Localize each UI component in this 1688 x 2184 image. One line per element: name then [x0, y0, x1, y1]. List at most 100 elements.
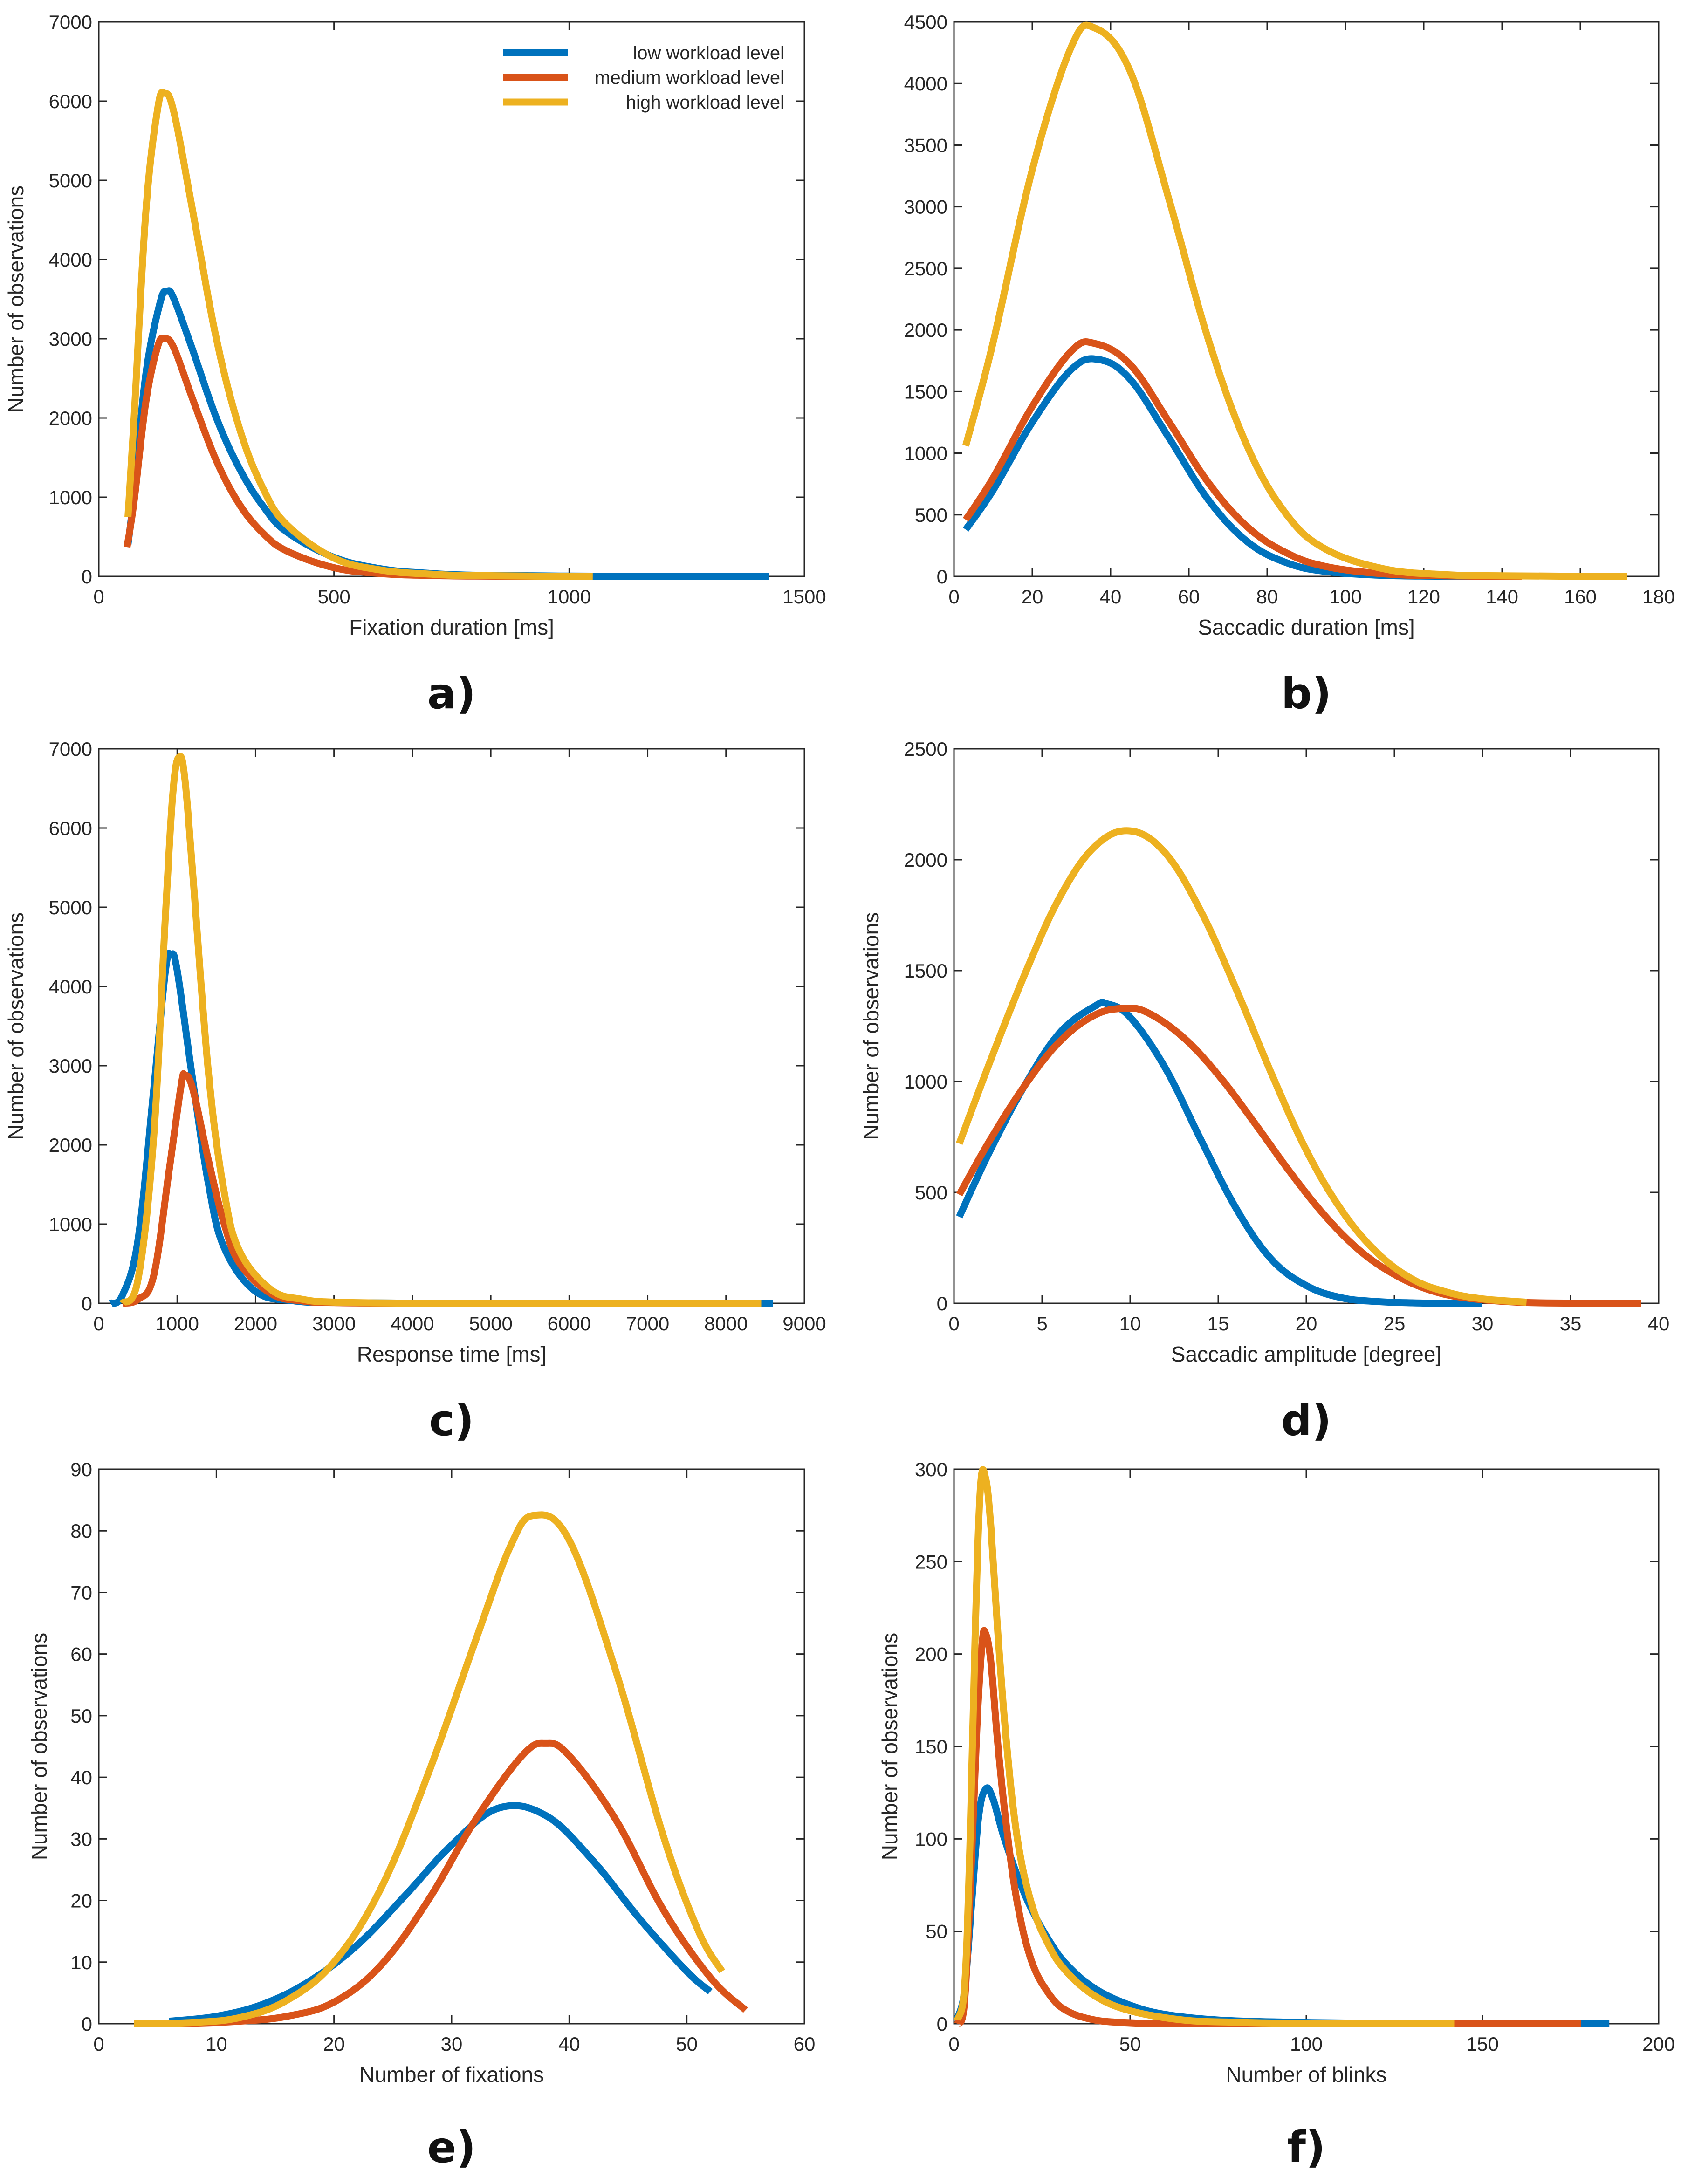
x-tick-label-a: 1500	[782, 586, 826, 608]
y-tick-label-b: 4000	[904, 73, 947, 95]
series-line-a-high-workload-level	[124, 89, 593, 580]
y-tick-label-f: 150	[915, 1736, 947, 1758]
y-tick-label-b: 1000	[904, 443, 947, 465]
y-tick-label-c: 3000	[49, 1055, 92, 1077]
series-line-b-medium-workload-level	[962, 338, 1522, 580]
y-tick-label-f: 0	[937, 2013, 947, 2035]
x-tick-label-f: 150	[1466, 2033, 1499, 2055]
y-tick-label-a: 6000	[49, 90, 92, 112]
x-tick-label-a: 0	[93, 586, 104, 608]
x-tick-label-d: 0	[948, 1313, 959, 1335]
x-tick-label-b: 140	[1486, 586, 1518, 608]
x-tick-label-d: 5	[1036, 1313, 1047, 1335]
x-tick-label-f: 0	[948, 2033, 959, 2055]
x-tick-label-d: 25	[1384, 1313, 1406, 1335]
x-tick-label-e: 40	[558, 2033, 580, 2055]
axes-frame-f	[953, 1468, 1660, 2025]
y-tick-label-c: 1000	[49, 1213, 92, 1235]
x-tick-label-c: 4000	[391, 1313, 434, 1335]
y-axis-label-d: Number of observations	[859, 912, 883, 1140]
x-tick-label-c: 9000	[782, 1313, 826, 1335]
y-tick-label-b: 3500	[904, 134, 947, 156]
x-tick-label-b: 180	[1642, 586, 1675, 608]
y-tick-label-f: 300	[915, 1458, 947, 1480]
y-axis-label-a: Number of observations	[4, 185, 28, 413]
panel-label-e: e)	[427, 2122, 476, 2172]
y-tick-label-a: 3000	[49, 328, 92, 350]
y-tick-label-a: 7000	[49, 11, 92, 33]
chart-panels: 0 500 1000 15000100020003000400050006000700…	[4, 11, 1675, 2172]
series-line-a-medium-workload-level	[124, 335, 570, 580]
series-line-c-high-workload-level	[119, 753, 762, 1307]
y-tick-label-f: 250	[915, 1551, 947, 1573]
y-tick-label-e: 80	[70, 1520, 92, 1542]
legend-entry-high-workload-level: high workload level	[626, 92, 784, 113]
x-tick-label-c: 3000	[312, 1313, 356, 1335]
x-tick-label-a: 1000	[548, 586, 591, 608]
x-tick-label-f: 100	[1290, 2033, 1323, 2055]
y-tick-label-b: 0	[937, 566, 947, 588]
x-tick-label-b: 60	[1178, 586, 1200, 608]
y-tick-label-e: 0	[82, 2013, 92, 2035]
y-tick-label-d: 500	[915, 1182, 947, 1204]
series-line-d-high-workload-level	[956, 827, 1527, 1306]
y-tick-label-a: 1000	[49, 486, 92, 508]
x-tick-label-b: 120	[1407, 586, 1440, 608]
y-tick-label-c: 0	[82, 1293, 92, 1315]
x-tick-label-c: 6000	[548, 1313, 591, 1335]
x-tick-label-d: 35	[1560, 1313, 1582, 1335]
y-tick-label-b: 4500	[904, 11, 947, 33]
series-line-e-low-workload-level	[169, 1802, 713, 2025]
x-tick-label-d: 40	[1648, 1313, 1670, 1335]
panel-label-c: c)	[429, 1396, 474, 1445]
series-line-e-medium-workload-level	[134, 1739, 748, 2027]
legend-entry-low-workload-level: low workload level	[633, 43, 784, 63]
panel-label-b: b)	[1281, 669, 1331, 719]
y-tick-label-b: 2000	[904, 319, 947, 341]
y-axis-label-f: Number of observations	[878, 1633, 902, 1860]
x-tick-label-c: 8000	[704, 1313, 748, 1335]
series-line-c-low-workload-level	[109, 950, 773, 1307]
y-tick-label-b: 2500	[904, 258, 947, 280]
y-tick-label-b: 1500	[904, 381, 947, 403]
x-axis-label-f: Number of blinks	[1226, 2062, 1386, 2087]
series-line-a-low-workload-level	[124, 287, 769, 580]
chart-c: 0 1000 2000 3000 4000 5000 6000 7000 8000 9000 0 10…	[4, 738, 826, 1445]
x-axis-label-d: Saccadic amplitude [degree]	[1171, 1342, 1441, 1366]
x-tick-label-c: 7000	[626, 1313, 669, 1335]
chart-d: 0 5 10 15 20 25 30 35 40 0 500 1000 1500 2000 2500 Sacc…	[859, 738, 1669, 1445]
x-tick-label-c: 2000	[234, 1313, 277, 1335]
y-tick-label-b: 3000	[904, 196, 947, 218]
x-tick-label-d: 10	[1119, 1313, 1141, 1335]
x-tick-label-c: 5000	[469, 1313, 512, 1335]
series-line-c-medium-workload-level	[121, 1070, 491, 1307]
x-tick-label-f: 50	[1119, 2033, 1141, 2055]
y-tick-label-e: 30	[70, 1828, 92, 1850]
x-tick-label-b: 100	[1329, 586, 1362, 608]
chart-f: 0 50 100 150 200 0 50 100 150 200 250 300 Number of …	[878, 1458, 1675, 2172]
x-axis-label-e: Number of fixations	[359, 2062, 544, 2087]
y-tick-label-d: 1500	[904, 960, 947, 982]
x-tick-label-b: 80	[1256, 586, 1278, 608]
x-tick-label-d: 20	[1296, 1313, 1317, 1335]
panel-label-a: a)	[427, 669, 476, 719]
y-tick-label-c: 6000	[49, 817, 92, 839]
x-tick-label-e: 60	[794, 2033, 816, 2055]
series-line-d-low-workload-level	[956, 999, 1483, 1307]
y-tick-label-d: 2500	[904, 738, 947, 760]
x-axis-label-a: Fixation duration [ms]	[349, 615, 554, 639]
chart-a: 0 500 1000 1500 0 1000 2000 3000 4000 5000 6000 700…	[4, 11, 826, 719]
axes-frame-d	[953, 748, 1660, 1304]
y-tick-label-c: 2000	[49, 1134, 92, 1156]
y-tick-label-f: 200	[915, 1643, 947, 1665]
legend: low workload level medium workload level h…	[503, 43, 784, 113]
x-tick-label-b: 40	[1100, 586, 1122, 608]
x-tick-label-e: 50	[676, 2033, 698, 2055]
axes-frame-e	[98, 1468, 805, 2025]
series-line-b-low-workload-level	[963, 355, 1503, 580]
y-tick-label-d: 0	[937, 1293, 947, 1315]
y-tick-label-a: 5000	[49, 170, 92, 192]
series-line-b-high-workload-level	[962, 21, 1627, 580]
y-tick-label-e: 50	[70, 1705, 92, 1727]
legend-entry-medium-workload-level: medium workload level	[595, 68, 784, 88]
